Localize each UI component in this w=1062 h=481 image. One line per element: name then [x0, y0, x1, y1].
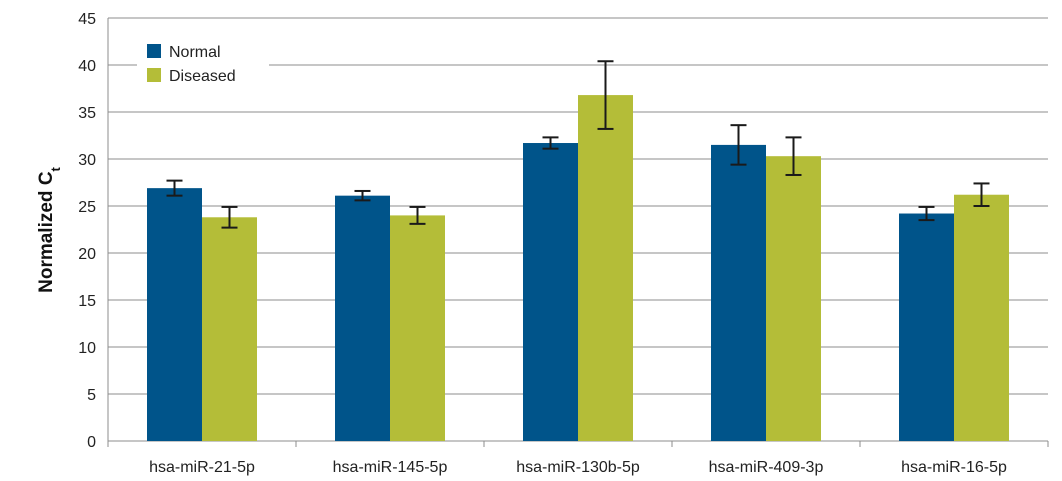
error-bar-diseased-2 — [409, 205, 426, 225]
x-category-label: hsa-miR-409-3p — [709, 459, 824, 476]
bar-diseased-4 — [766, 156, 821, 441]
error-bar-normal-5 — [918, 205, 935, 222]
legend: Normal Diseased — [137, 38, 269, 92]
legend-label-normal: Normal — [169, 44, 221, 61]
error-bar-diseased-4 — [785, 136, 802, 176]
x-category-label: hsa-miR-145-5p — [333, 459, 448, 476]
error-bar-normal-4 — [730, 124, 747, 166]
bar-diseased-1 — [202, 217, 257, 441]
bar-normal-4 — [711, 144, 766, 441]
error-bar-diseased-3 — [597, 60, 614, 130]
bar-normal-2 — [335, 195, 390, 441]
error-bars — [166, 60, 990, 229]
error-bar-diseased-1 — [221, 205, 238, 229]
y-axis-title-text: Normalized C — [36, 171, 57, 293]
y-tick-label: 30 — [78, 152, 96, 169]
bars — [147, 95, 1009, 441]
bar-diseased-2 — [390, 215, 445, 441]
error-bar-normal-1 — [166, 179, 183, 197]
axis-labels: 0 5 10 15 20 25 30 35 40 45 hsa-miR-21-5p hsa-miR-1… — [78, 11, 1007, 476]
x-category-label: hsa-miR-16-5p — [901, 459, 1007, 476]
y-tick-label: 20 — [78, 246, 96, 263]
y-tick-label: 40 — [78, 58, 96, 75]
bar-normal-1 — [147, 188, 202, 441]
error-bar-diseased-5 — [973, 182, 990, 207]
y-tick-label: 45 — [78, 11, 96, 28]
y-axis-title: Normalized Ct — [36, 166, 63, 292]
y-tick-label: 15 — [78, 293, 96, 310]
bar-normal-5 — [899, 213, 954, 441]
y-tick-label: 0 — [87, 434, 96, 451]
bar-diseased-3 — [578, 95, 633, 441]
y-tick-label: 10 — [78, 340, 96, 357]
y-tick-label: 25 — [78, 199, 96, 216]
bar-normal-3 — [523, 143, 578, 441]
y-axis-title-subscript: t — [48, 166, 63, 171]
error-bar-normal-2 — [354, 189, 371, 202]
y-tick-label: 5 — [87, 387, 96, 404]
legend-swatch-diseased — [147, 68, 161, 82]
legend-swatch-normal — [147, 44, 161, 58]
x-category-label: hsa-miR-130b-5p — [516, 459, 640, 476]
y-tick-label: 35 — [78, 105, 96, 122]
legend-label-diseased: Diseased — [169, 68, 236, 85]
x-category-label: hsa-miR-21-5p — [149, 459, 255, 476]
bar-diseased-5 — [954, 194, 1009, 441]
error-bar-normal-3 — [542, 136, 559, 150]
